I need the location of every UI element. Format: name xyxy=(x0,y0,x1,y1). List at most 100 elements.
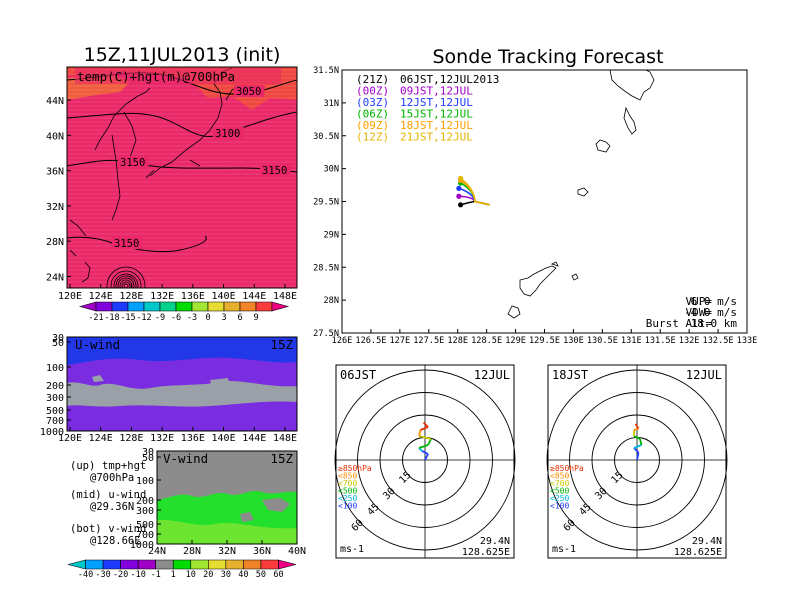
colorbar-swatch xyxy=(120,559,139,570)
y-tick-label: 700 xyxy=(46,416,64,427)
colorbar-swatch xyxy=(208,559,227,570)
colorbar-label: 50 xyxy=(256,570,266,580)
colorbar-label: -15 xyxy=(120,313,135,323)
map-frame xyxy=(66,66,298,289)
x-tick-label: 131E xyxy=(621,336,642,346)
colorbar-label: 6 xyxy=(237,313,242,323)
hodo-date: 12JUL xyxy=(474,368,510,382)
colorbar-swatch xyxy=(143,301,161,312)
hodo-trace-segment xyxy=(639,438,643,446)
colorbar-label: -3 xyxy=(187,313,197,323)
legend-key: (bot) xyxy=(70,523,102,535)
x-tick-label: 126E xyxy=(332,336,353,346)
hodo-trace-segment xyxy=(633,435,641,440)
track-legend-code: (09Z) xyxy=(356,119,389,132)
hodograph-06jst: 06JST 12JUL15304560≥850hPa<850<700<500<25… xyxy=(334,364,516,559)
contour-label-bg xyxy=(234,85,265,97)
x-tick-label: 132.5E xyxy=(703,336,734,346)
colorbar-swatch xyxy=(85,559,104,570)
legend-value: @700hPa xyxy=(90,472,134,484)
colorbar-swatch xyxy=(191,301,209,312)
hodo-time: 06JST xyxy=(340,368,376,382)
vwind-time: 15Z xyxy=(270,451,293,466)
colorbar-swatch xyxy=(137,559,156,570)
colorbar-swatch xyxy=(190,559,209,570)
y-tick-label: 30 xyxy=(142,447,154,458)
y-tick-label: 30.5N xyxy=(313,132,339,142)
track-x-ticks: 126E 126.5E 127E 127.5E 128E 128.5E 129E 129.5E… xyxy=(332,329,757,346)
y-tick-label: 300 xyxy=(46,393,64,404)
track-info-value: -4.0 m/s xyxy=(684,306,737,319)
y-tick-label: 200 xyxy=(46,381,64,392)
x-tick-label: 127.5E xyxy=(413,336,444,346)
uwind-time: 15Z xyxy=(270,337,293,352)
y-tick-label: 30N xyxy=(323,165,339,175)
track-info-value: 6.0 m/s xyxy=(691,295,737,308)
contour-label-bg xyxy=(118,156,149,168)
colorbar-label: -10 xyxy=(130,570,145,580)
colorbar-label: -9 xyxy=(155,313,165,323)
track-legend-code: (12Z) xyxy=(356,131,389,144)
x-tick-label: 130E xyxy=(563,336,584,346)
colorbar-swatch xyxy=(175,301,193,312)
y-tick-label: 24N xyxy=(46,273,64,284)
track-burst-point xyxy=(456,193,462,199)
temp-colorbar: -21 -18 -15 -12 -9 -6 -3 0 3 6 9 xyxy=(78,301,290,323)
colorbar-swatch xyxy=(260,559,279,570)
colorbar-swatch xyxy=(111,301,129,312)
track-panel: (21Z) 06JST,12JUL2013 (00Z) 09JST,12JUL (03Z… xyxy=(313,66,757,346)
track-info-key: Burst Alt= xyxy=(646,317,713,330)
x-tick-label: 36N xyxy=(253,546,271,557)
hodo-trace-segment xyxy=(424,453,429,461)
x-tick-label: 126.5E xyxy=(355,336,386,346)
hodo-trace-segment xyxy=(427,438,432,446)
map-y-ticks: 44N 40N 36N 32N 28N 24N xyxy=(46,96,71,284)
y-tick-label: 36N xyxy=(46,167,64,178)
x-tick-label: 144E xyxy=(242,433,266,444)
hodo-trace-segment xyxy=(633,444,642,449)
legend-value: @29.36N xyxy=(90,501,134,513)
y-tick-label: 100 xyxy=(136,476,154,487)
x-tick-label: 129E xyxy=(505,336,526,346)
colorbar-label: 9 xyxy=(253,313,258,323)
hodo-legend-item: <850 xyxy=(550,472,569,481)
hodo-lon: 128.625E xyxy=(674,547,722,558)
x-tick-label: 28N xyxy=(183,546,201,557)
y-tick-label: 50 xyxy=(52,338,64,349)
track-info-value: 18.0 km xyxy=(691,317,738,330)
contour-label: 3150 xyxy=(262,165,287,177)
hodo-trace-segment xyxy=(418,435,432,440)
colorbar-swatch xyxy=(223,301,241,312)
track-legend-code: (21Z) xyxy=(356,73,389,86)
y-tick-label: 44N xyxy=(46,96,64,107)
colorbar-swatch xyxy=(243,559,262,570)
map-panel: temp(C)+hgt(m)@700hPa 3050 3100 3150 3150 31… xyxy=(46,66,298,302)
x-tick-label: 128E xyxy=(119,291,143,302)
track-burst-point xyxy=(458,202,464,208)
hodo-trace-segment xyxy=(418,444,429,449)
uwind-frame xyxy=(66,336,298,432)
main-title: Sonde Tracking Forecast xyxy=(432,46,663,68)
colorbar-label: 1 xyxy=(171,570,176,580)
y-tick-label: 31N xyxy=(323,99,339,109)
x-tick-label: 148E xyxy=(273,433,297,444)
y-tick-label: 200 xyxy=(136,496,154,507)
track-legend-label: 18JST,12JUL xyxy=(400,119,473,132)
y-tick-label: 30 xyxy=(52,333,64,344)
x-tick-label: 40N xyxy=(288,546,306,557)
y-tick-label: 31.5N xyxy=(313,66,339,76)
taiwan-outline xyxy=(81,261,91,283)
x-tick-label: 128E xyxy=(119,433,143,444)
hodo-legend-item: <700 xyxy=(338,479,357,488)
colorbar-swatch xyxy=(255,301,273,312)
y-tick-label: 27.5N xyxy=(313,329,339,339)
x-tick-label: 132E xyxy=(150,291,174,302)
colorbar-swatch xyxy=(239,301,257,312)
colorbar-label: 30 xyxy=(221,570,231,580)
wind-colorbar: -40 -30 -20 -10 -1 1 10 20 30 40 50 60 xyxy=(67,559,297,580)
colorbar-label: 0 xyxy=(205,313,210,323)
x-tick-label: 136E xyxy=(181,291,205,302)
colorbar-label: -12 xyxy=(136,313,151,323)
hodograph-18jst: 18JST 12JUL15304560≥850hPa<850<700<500<25… xyxy=(546,364,728,559)
x-tick-label: 136E xyxy=(181,433,205,444)
